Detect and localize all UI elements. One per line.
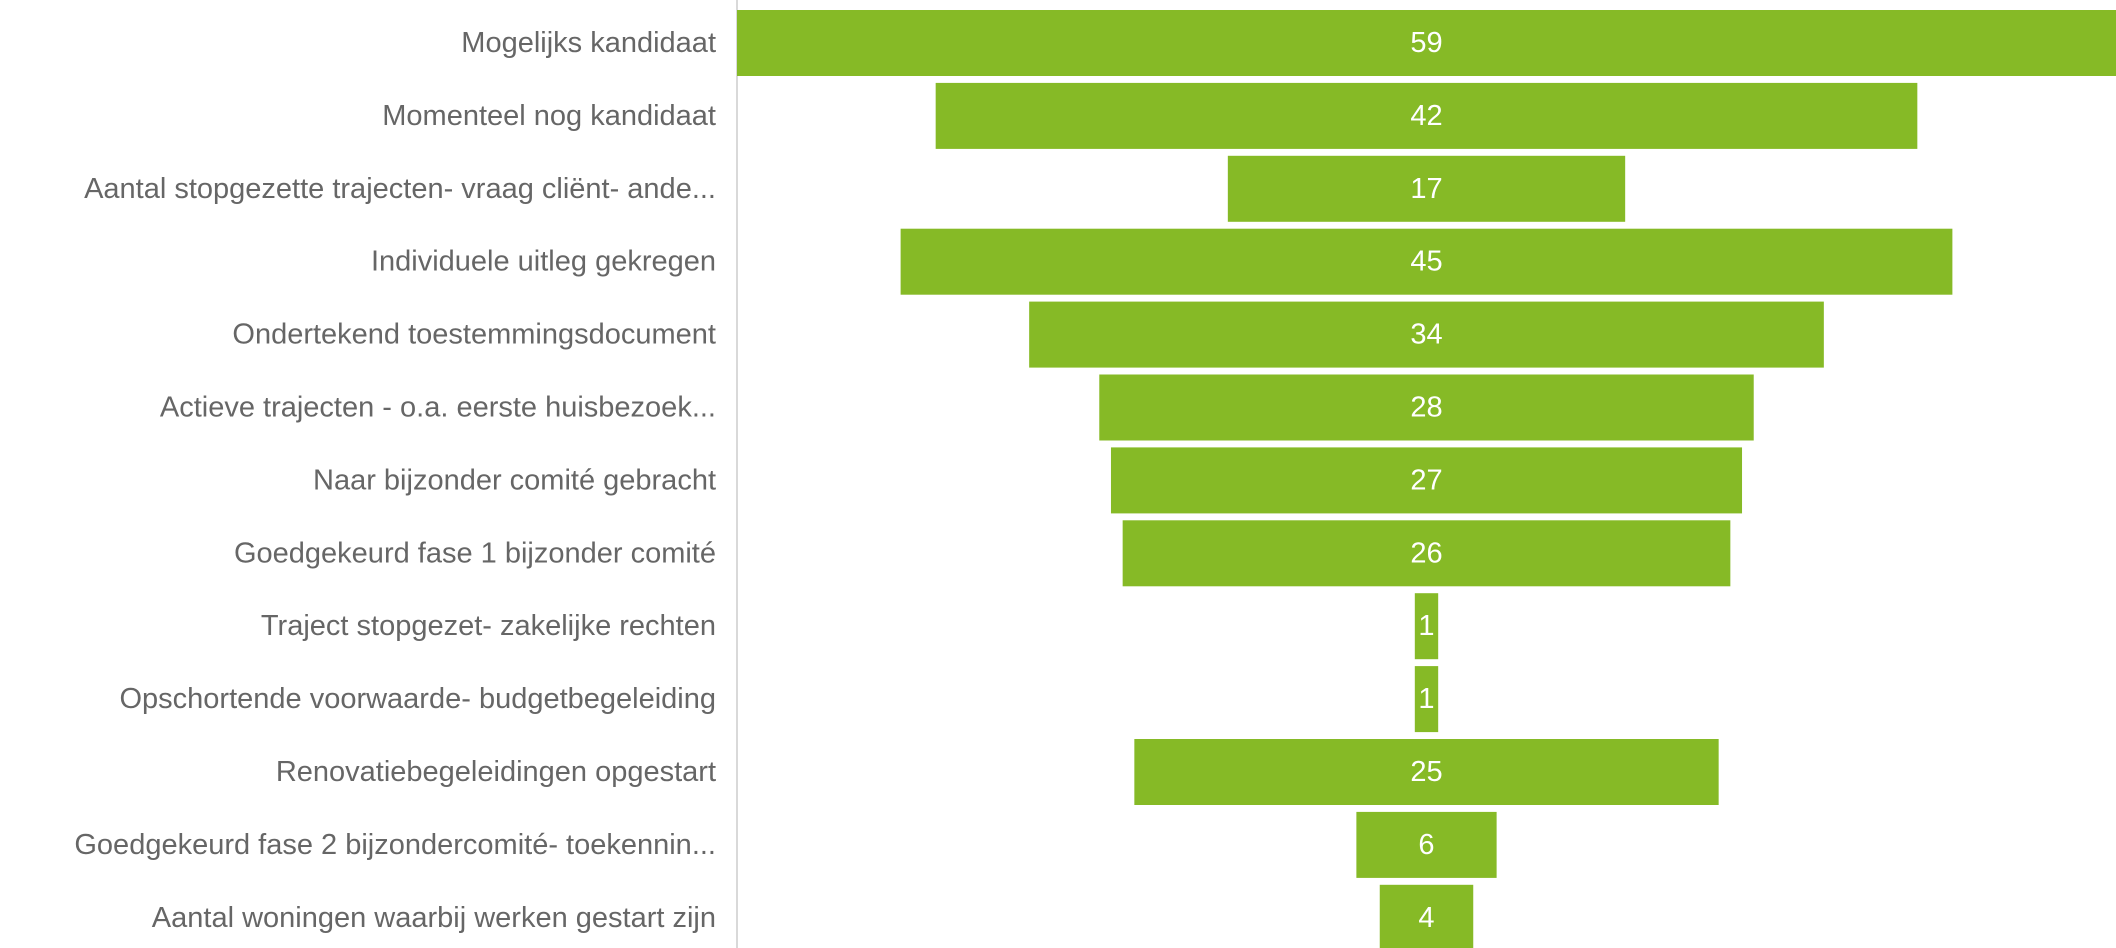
funnel-bar[interactable] (1134, 739, 1719, 805)
data-label: 4 (1418, 902, 1434, 934)
category-label: Ondertekend toestemmingsdocument (232, 319, 716, 351)
funnel-bar[interactable] (1110, 447, 1743, 514)
funnel-bar[interactable] (1227, 155, 1626, 222)
category-label: Aantal stopgezette trajecten- vraag clië… (84, 173, 716, 205)
category-labels: Mogelijks kandidaat Momenteel nog kandida… (74, 27, 716, 934)
funnel-bar[interactable] (737, 10, 2116, 76)
category-label: Goedgekeurd fase 1 bijzonder comité (234, 537, 716, 569)
category-label: Mogelijks kandidaat (461, 27, 716, 59)
data-label: 25 (1410, 756, 1442, 788)
category-label: Naar bijzonder comité gebracht (313, 464, 716, 496)
category-label: Renovatiebegeleidingen opgestart (276, 756, 716, 788)
funnel-bar[interactable] (1414, 593, 1439, 660)
funnel-bar[interactable] (1356, 811, 1497, 878)
data-labels: 59 42 17 45 34 28 27 26 1 1 25 6 4 (1410, 27, 1442, 934)
data-label: 42 (1410, 100, 1442, 132)
category-label: Individuele uitleg gekregen (371, 246, 716, 278)
funnel-bar[interactable] (1099, 374, 1754, 441)
data-label: 45 (1410, 246, 1442, 278)
data-label: 27 (1410, 464, 1442, 496)
category-label: Opschortende voorwaarde- budgetbegeleidi… (119, 683, 716, 715)
funnel-bar[interactable] (935, 82, 1918, 149)
category-label: Actieve trajecten - o.a. eerste huisbezo… (160, 392, 716, 424)
data-label: 28 (1410, 392, 1442, 424)
category-label: Momenteel nog kandidaat (382, 100, 716, 132)
funnel-bar[interactable] (1414, 666, 1439, 733)
data-label: 34 (1410, 319, 1442, 351)
funnel-bar[interactable] (1029, 301, 1824, 368)
category-label: Aantal woningen waarbij werken gestart z… (152, 902, 716, 934)
funnel-bar[interactable] (1122, 520, 1731, 587)
data-label: 1 (1418, 683, 1434, 715)
funnel-bars (737, 10, 2116, 948)
funnel-bar[interactable] (900, 228, 1953, 295)
data-label: 59 (1410, 27, 1442, 59)
data-label: 17 (1410, 173, 1442, 205)
category-label: Traject stopgezet- zakelijke rechten (261, 610, 716, 642)
data-label: 6 (1418, 829, 1434, 861)
data-label: 26 (1410, 537, 1442, 569)
category-label: Goedgekeurd fase 2 bijzondercomité- toek… (74, 829, 716, 861)
data-label: 1 (1418, 610, 1434, 642)
funnel-bar[interactable] (1379, 884, 1474, 948)
